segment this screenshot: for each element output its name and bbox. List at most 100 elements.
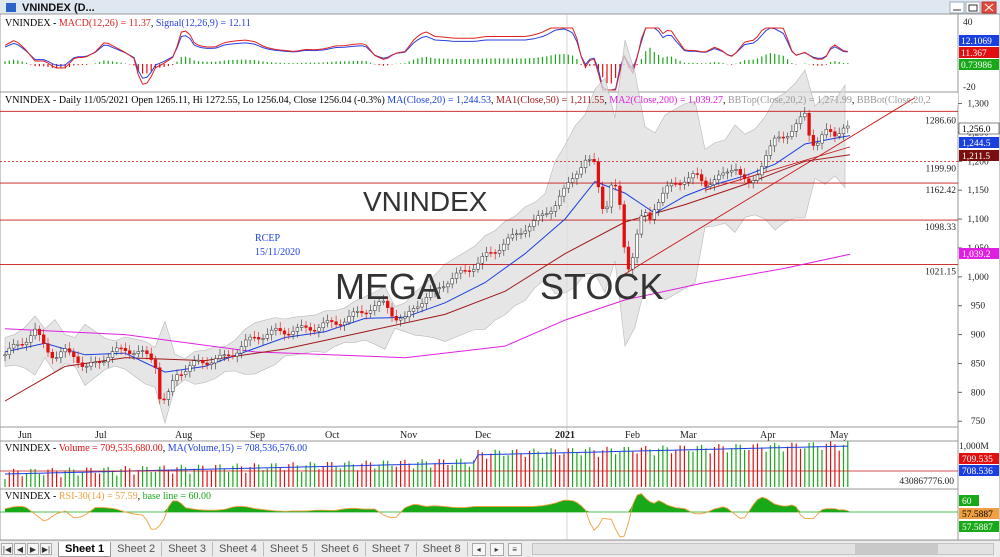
price-tick-label: 850 (971, 359, 986, 369)
candle-body (730, 170, 734, 173)
ma20-tag: 1,244.5 (959, 137, 999, 149)
candle (803, 107, 807, 121)
candle (248, 334, 252, 347)
watermark-mega: MEGA (335, 266, 441, 307)
candle-body (601, 186, 605, 209)
candle-body (781, 136, 785, 139)
candle (648, 206, 652, 225)
candle-body (691, 173, 695, 179)
close-button[interactable] (981, 1, 997, 14)
candle (622, 200, 626, 254)
candle (226, 350, 231, 362)
candle (532, 214, 536, 231)
candle (794, 119, 798, 138)
candle (704, 176, 708, 193)
candle (102, 355, 106, 366)
candle (67, 342, 72, 356)
candle (192, 355, 196, 372)
candle (730, 164, 734, 177)
sheet-menu-icon[interactable]: ≡ (507, 542, 522, 556)
scrollbar-thumb[interactable] (854, 544, 938, 554)
candle (751, 175, 755, 189)
next-sheet-button[interactable]: ▶ (27, 543, 39, 555)
candle (523, 224, 527, 238)
candle-body (454, 272, 459, 279)
candle (441, 280, 446, 292)
candle-body (166, 391, 171, 400)
candle-body (798, 116, 803, 125)
chart-canvas[interactable]: VNINDEX (D... VNINDEX - MACD(12,26) = 11… (0, 0, 1000, 540)
candle-body (725, 171, 730, 174)
candle-body (742, 174, 747, 179)
annotation-date: 15/11/2020 (255, 247, 300, 258)
candle-body (287, 333, 291, 336)
candle-body (678, 183, 682, 186)
candle (188, 361, 192, 378)
annotation-rcep: RCEP (255, 233, 280, 244)
candle-body (463, 270, 467, 272)
candle-body (3, 354, 7, 357)
volume-tag-text: 709.535 (962, 455, 993, 465)
month-axis: Jun Jul Aug Sep Oct Nov Dec 2021 Feb Mar Apr May (18, 430, 848, 441)
candle (304, 320, 308, 334)
tab-sheet-4[interactable]: Sheet 4 (213, 542, 264, 556)
candle (773, 135, 777, 153)
candle-body (429, 291, 433, 298)
volume-label-value: Volume = 709,535,680.00 (59, 443, 163, 454)
tab-sheet-2[interactable]: Sheet 2 (111, 542, 163, 556)
candle-body (50, 351, 54, 359)
price-label-ohlc: VNINDEX - Daily 11/05/2021 Open 1265.11,… (5, 95, 385, 106)
candle-body (308, 327, 312, 331)
rsi-value-tag-2: 57.5887 (959, 521, 999, 533)
horizontal-scrollbar[interactable] (531, 543, 994, 555)
minimize-button[interactable] (949, 1, 965, 14)
macd-signal-tag: 12.1069 (959, 35, 999, 47)
candle (708, 178, 712, 190)
last-sheet-button[interactable]: ▶| (40, 543, 52, 555)
candle-body (588, 159, 592, 161)
tab-sheet-8[interactable]: Sheet 8 (417, 542, 468, 556)
scroll-left-icon[interactable]: ◂ (471, 542, 486, 556)
tab-sheet-1[interactable]: Sheet 1 (58, 541, 112, 557)
first-sheet-button[interactable]: |◀ (1, 543, 13, 555)
candle (450, 272, 454, 289)
candle-body (201, 360, 205, 364)
candle-body (37, 328, 42, 336)
candle (166, 388, 171, 406)
macd-label-prefix: VNINDEX - (5, 18, 59, 29)
candle (360, 305, 364, 317)
tab-sheet-5[interactable]: Sheet 5 (264, 542, 315, 556)
candle (558, 189, 562, 210)
maximize-button[interactable] (965, 1, 981, 14)
candle-body (29, 335, 33, 343)
candle (20, 337, 24, 348)
candle (618, 180, 622, 210)
candle-body (515, 233, 519, 236)
candle-body (790, 131, 794, 137)
candle (347, 309, 351, 325)
macd-tick-top: 40 (963, 18, 973, 28)
candle-body (149, 353, 153, 360)
candle (162, 392, 166, 404)
candle-body (192, 360, 196, 367)
candle (846, 120, 850, 134)
candle-body (261, 338, 265, 340)
candle (394, 309, 398, 324)
candle-body (721, 172, 725, 176)
price-tick-label: 1,200 (967, 157, 989, 167)
tab-sheet-6[interactable]: Sheet 6 (315, 542, 366, 556)
prev-sheet-button[interactable]: ◀ (14, 543, 26, 555)
scroll-right-icon[interactable]: ▸ (489, 542, 504, 556)
candle (63, 344, 67, 358)
tab-sheet-7[interactable]: Sheet 7 (366, 542, 417, 556)
candle (484, 246, 489, 262)
candle (497, 244, 502, 258)
candle (321, 317, 325, 333)
candle-body (424, 297, 429, 304)
tab-sheet-3[interactable]: Sheet 3 (162, 542, 213, 556)
price-tick-label: 800 (971, 388, 986, 398)
rsi-label-prefix: VNINDEX - (5, 491, 59, 502)
candle (123, 342, 128, 356)
candle (480, 252, 484, 270)
